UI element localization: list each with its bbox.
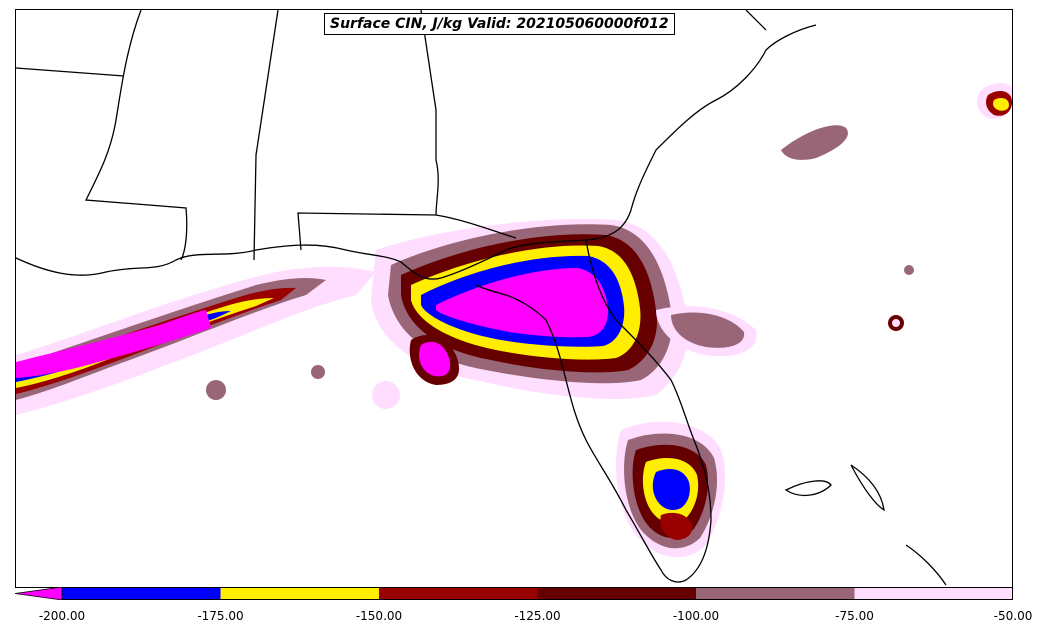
colorbar: [15, 587, 1013, 600]
colorbar-segment: [854, 587, 1013, 600]
colorbar-tick-label: -50.00: [993, 609, 1033, 623]
cin-map: [16, 10, 1012, 586]
colorbar-tick-label: -75.00: [835, 609, 874, 623]
state-border: [84, 10, 188, 261]
state-border: [745, 10, 767, 31]
cin-region-light: [16, 266, 376, 415]
colorbar-tick-label: -125.00: [514, 609, 561, 623]
cin-region-magenta: [16, 310, 211, 378]
colorbar-segment: [220, 587, 379, 600]
state-border: [297, 10, 439, 251]
colorbar-under-triangle: [15, 587, 63, 600]
map-area: [15, 9, 1013, 588]
colorbar-segment: [696, 587, 855, 600]
colorbar-segment: [537, 587, 696, 600]
cin-region-blue: [652, 469, 690, 510]
island: [850, 464, 885, 512]
colorbar-segment: [62, 587, 221, 600]
state-border: [253, 10, 279, 261]
colorbar-tick-label: -150.00: [355, 609, 403, 623]
borders: [16, 10, 947, 586]
state-border: [435, 214, 517, 239]
colorbar-tick-label: -100.00: [672, 609, 720, 623]
coastline: [16, 24, 817, 280]
cin-shading: [16, 83, 1012, 558]
state-border: [16, 67, 125, 77]
florida-coast: [475, 239, 712, 583]
colorbar-tick-label: -175.00: [197, 609, 244, 623]
colorbar-tick-label: -200.00: [38, 609, 86, 623]
colorbar-segment: [379, 587, 538, 600]
island: [784, 480, 832, 497]
map-title: Surface CIN, J/kg Valid: 202105060000f01…: [324, 13, 675, 35]
island: [905, 544, 947, 586]
